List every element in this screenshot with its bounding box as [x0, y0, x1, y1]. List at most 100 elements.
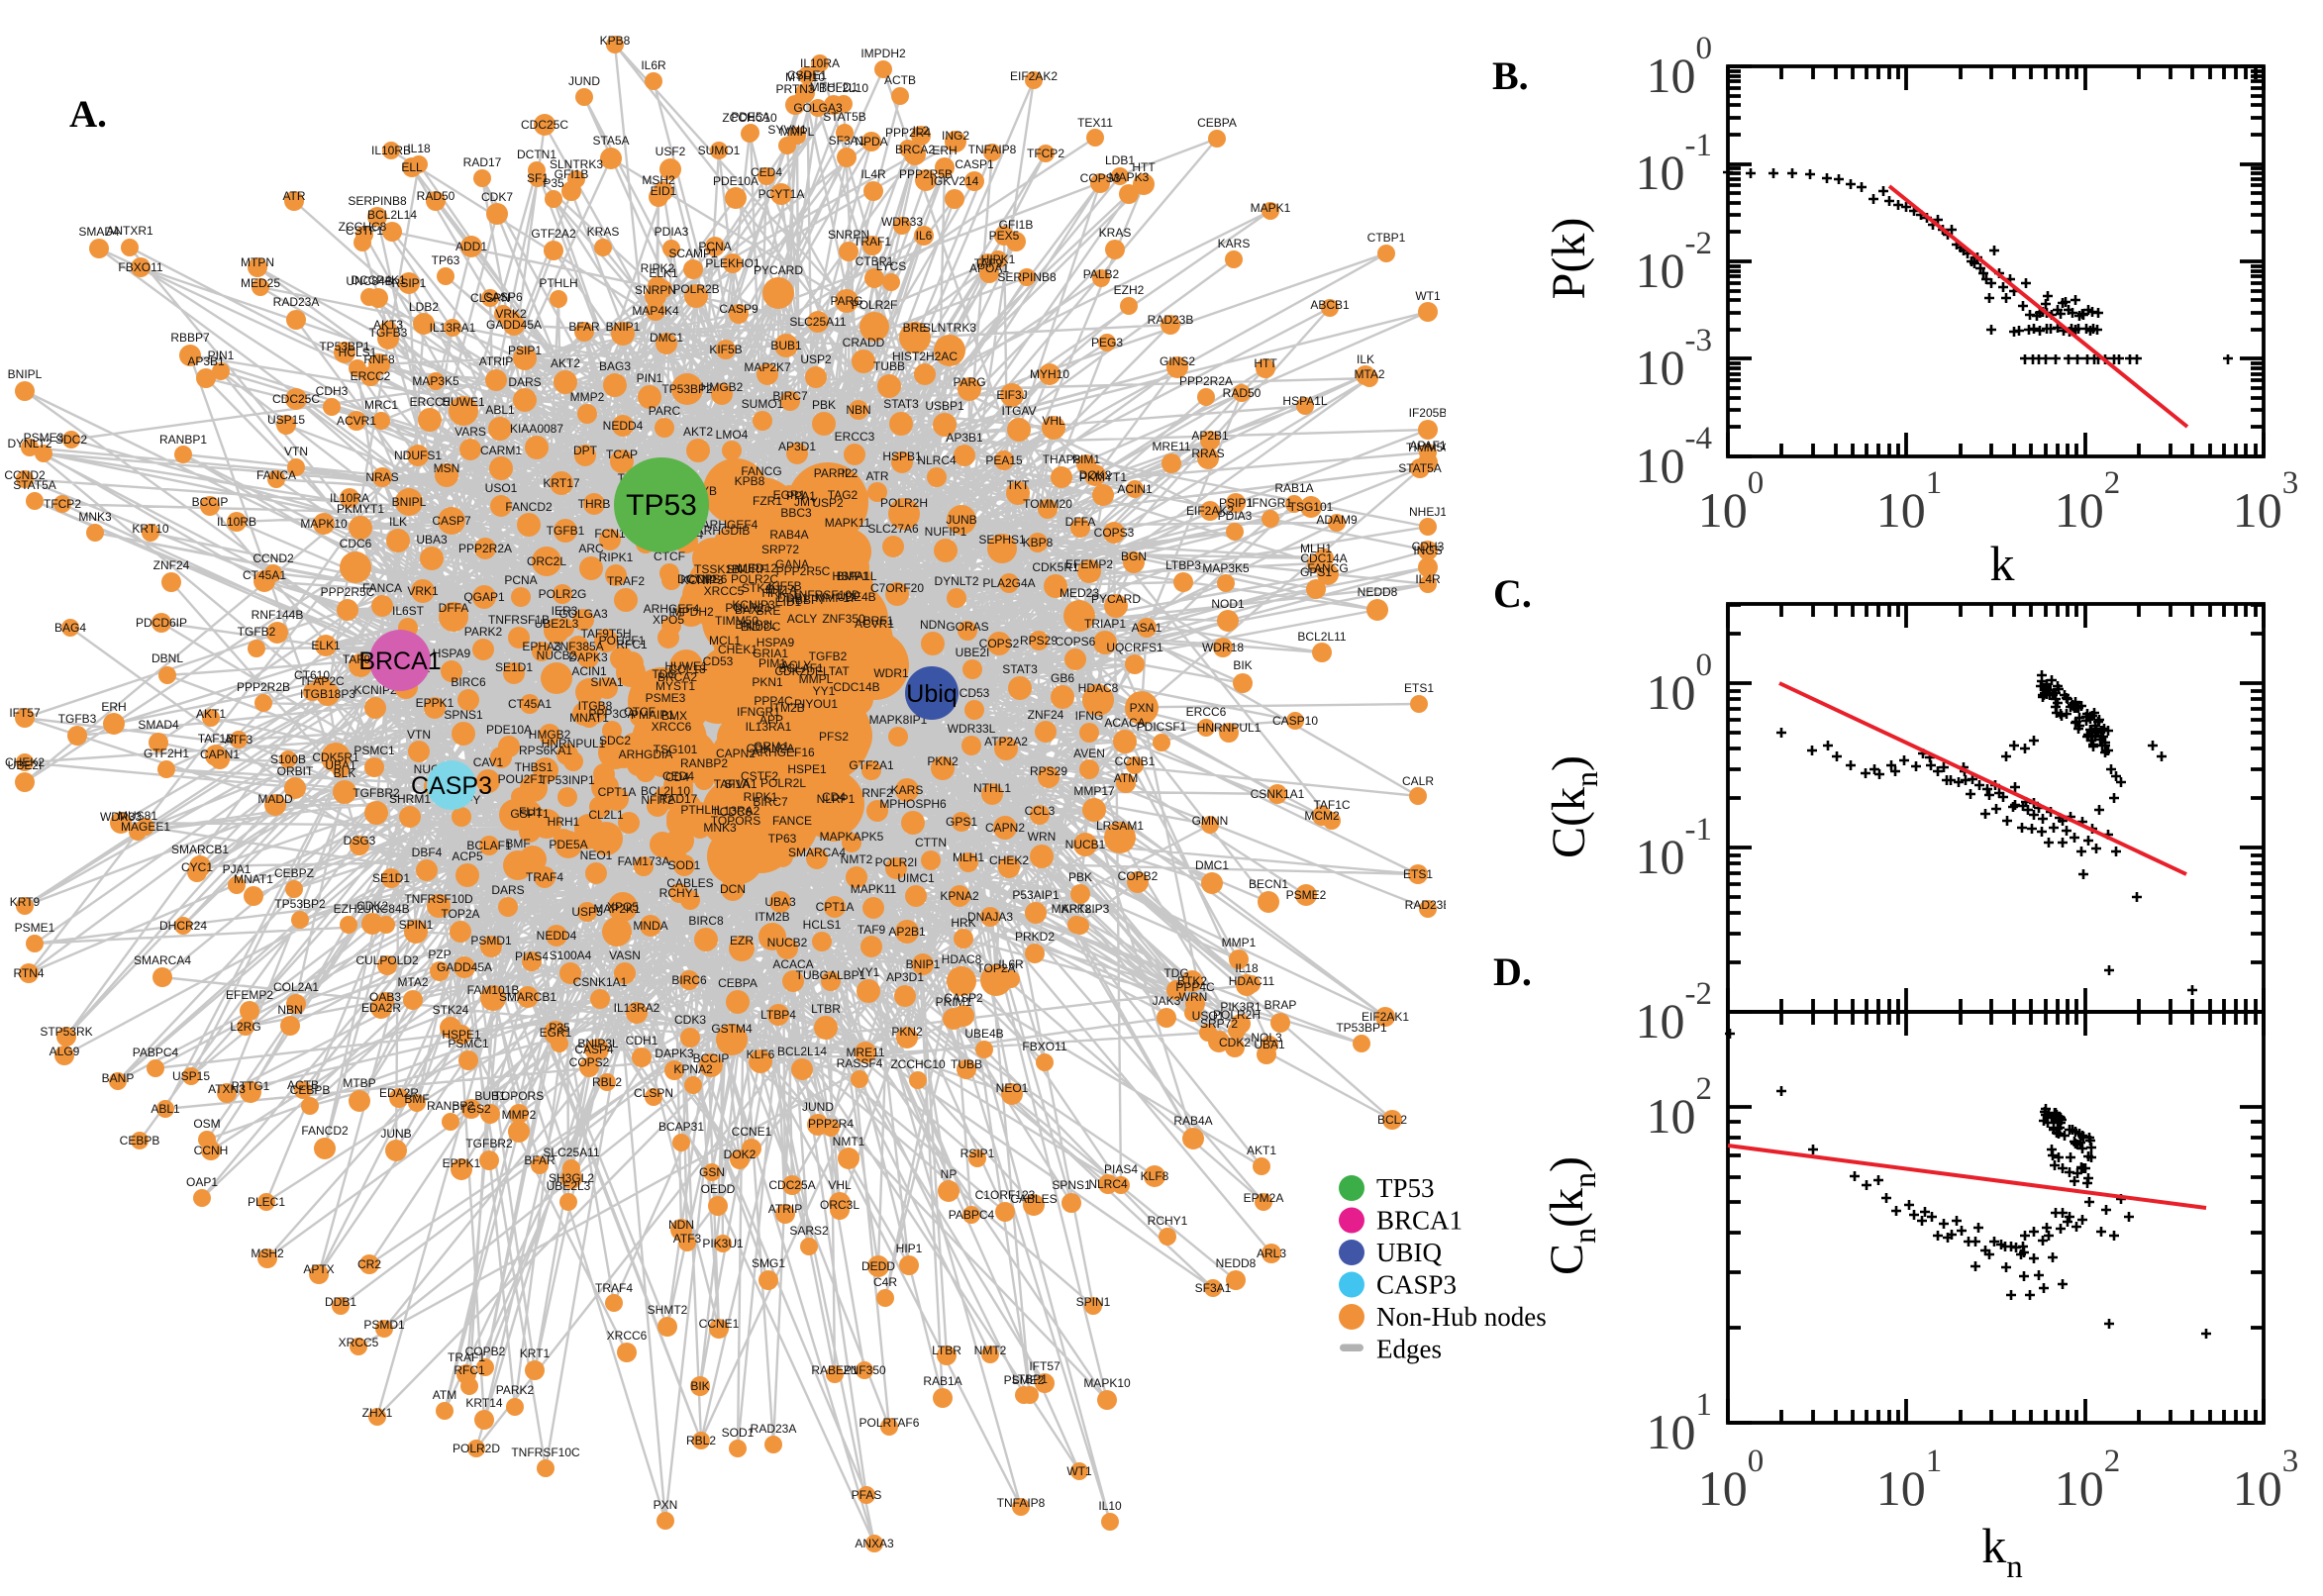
svg-text:MAPK8IP1: MAPK8IP1: [869, 713, 928, 727]
svg-text:HSPE1: HSPE1: [442, 1028, 481, 1042]
svg-text:ORC3L: ORC3L: [820, 1198, 859, 1212]
svg-text:MAPK3: MAPK3: [1109, 170, 1150, 184]
svg-text:Non-Hub nodes: Non-Hub nodes: [1376, 1302, 1547, 1332]
svg-text:UBE2I: UBE2I: [956, 646, 990, 659]
svg-text:RFC1: RFC1: [454, 1363, 485, 1377]
svg-text:ACVR1: ACVR1: [855, 617, 894, 631]
svg-text:APOA1: APOA1: [969, 261, 1009, 275]
svg-text:MLH1: MLH1: [1300, 542, 1332, 555]
svg-text:PSME1: PSME1: [15, 921, 55, 935]
svg-text:SYVN1: SYVN1: [767, 123, 807, 137]
svg-text:MAPK10: MAPK10: [1083, 1376, 1131, 1390]
svg-text:THAP8: THAP8: [1043, 452, 1081, 466]
svg-text:103: 103: [2233, 1444, 2299, 1516]
svg-text:FANCG: FANCG: [1307, 561, 1348, 575]
svg-text:GSTM4: GSTM4: [711, 1022, 753, 1036]
svg-text:LRSAM1: LRSAM1: [1096, 819, 1144, 833]
svg-text:MAP2K1: MAP2K1: [593, 902, 641, 916]
svg-text:SUMO1: SUMO1: [742, 397, 784, 411]
svg-text:IL2: IL2: [913, 124, 930, 138]
svg-text:ARHGEF4: ARHGEF4: [702, 518, 758, 532]
svg-text:CAPN1: CAPN1: [200, 748, 240, 761]
svg-text:GINS2: GINS2: [1160, 354, 1195, 368]
svg-text:PTHLH: PTHLH: [539, 276, 577, 290]
svg-text:ATM: ATM: [1114, 771, 1138, 785]
svg-text:RRAS: RRAS: [1191, 447, 1224, 460]
svg-text:MMP2: MMP2: [570, 390, 605, 404]
svg-text:TGFB1: TGFB1: [547, 524, 585, 538]
svg-text:BIRC8: BIRC8: [688, 914, 724, 928]
svg-text:BRCA1: BRCA1: [1376, 1206, 1463, 1236]
svg-text:DPT: DPT: [573, 444, 598, 457]
svg-text:OSM: OSM: [193, 1117, 220, 1131]
svg-text:AP3D1: AP3D1: [778, 440, 816, 453]
svg-text:IL2: IL2: [842, 466, 858, 480]
svg-text:BCL2L10: BCL2L10: [819, 81, 868, 95]
svg-text:CAV1: CAV1: [473, 755, 504, 769]
svg-text:CT45A1: CT45A1: [243, 568, 286, 582]
svg-text:PSIP1: PSIP1: [1219, 496, 1253, 510]
svg-text:ABL1: ABL1: [485, 403, 515, 417]
svg-text:ZCCHC10: ZCCHC10: [722, 111, 777, 125]
svg-text:CDC25A: CDC25A: [768, 1178, 815, 1192]
svg-text:DNAJA3: DNAJA3: [967, 910, 1013, 924]
svg-text:BUB1: BUB1: [474, 1089, 506, 1103]
svg-text:STA5A: STA5A: [592, 134, 629, 148]
svg-text:MYH10: MYH10: [785, 70, 825, 84]
svg-text:NEO1: NEO1: [996, 1081, 1029, 1095]
svg-text:10-2: 10-2: [1636, 226, 1713, 298]
svg-text:RPS29: RPS29: [1030, 764, 1067, 778]
svg-text:PRKD2: PRKD2: [1015, 930, 1055, 944]
svg-text:CDC25C: CDC25C: [521, 118, 568, 132]
svg-text:MSH2: MSH2: [642, 173, 675, 187]
svg-text:COPB2: COPB2: [465, 1345, 506, 1358]
svg-text:TAF9T5H: TAF9T5H: [580, 627, 631, 641]
svg-text:TRAF4: TRAF4: [595, 1281, 633, 1295]
svg-text:NLRC4: NLRC4: [1088, 1177, 1128, 1191]
svg-text:PPP4C: PPP4C: [1175, 980, 1215, 994]
svg-text:KRT10: KRT10: [132, 522, 168, 536]
svg-text:CCL3: CCL3: [1025, 804, 1056, 818]
svg-text:ATF3: ATF3: [225, 733, 253, 747]
svg-text:CTBP1: CTBP1: [856, 254, 894, 268]
svg-text:UBE4B: UBE4B: [964, 1027, 1003, 1041]
svg-text:DOK2: DOK2: [1079, 468, 1112, 482]
svg-text:KRAS: KRAS: [1099, 226, 1132, 240]
svg-text:USBP1: USBP1: [925, 399, 964, 413]
svg-text:AP3D1: AP3D1: [886, 970, 924, 984]
svg-text:PPP2R5C: PPP2R5C: [321, 585, 375, 599]
svg-text:BMF: BMF: [505, 837, 530, 850]
svg-text:TNFRSF10D: TNFRSF10D: [404, 892, 473, 906]
svg-text:TAG2: TAG2: [828, 488, 858, 502]
svg-text:PARG: PARG: [953, 375, 985, 389]
svg-text:NLRP1: NLRP1: [817, 792, 856, 806]
svg-text:STP53RK: STP53RK: [40, 1025, 92, 1039]
svg-text:NLRC4: NLRC4: [917, 453, 957, 467]
svg-text:MAP2K7: MAP2K7: [744, 360, 791, 374]
svg-text:CDC14A: CDC14A: [1300, 551, 1347, 565]
svg-text:CABLES: CABLES: [1010, 1192, 1057, 1206]
svg-text:CPT1A: CPT1A: [816, 900, 855, 914]
svg-text:STAT5A: STAT5A: [13, 478, 56, 492]
svg-text:100: 100: [1647, 31, 1713, 103]
svg-text:P53AIP1: P53AIP1: [1012, 888, 1060, 902]
svg-text:ERCC2: ERCC2: [351, 369, 391, 383]
svg-text:SF3A1: SF3A1: [1195, 1281, 1232, 1295]
svg-text:Edges: Edges: [1376, 1335, 1442, 1364]
svg-text:SERPINB8: SERPINB8: [997, 270, 1057, 284]
svg-text:ATXN3: ATXN3: [208, 1082, 246, 1096]
svg-text:BCLAF1: BCLAF1: [778, 661, 824, 675]
svg-text:TSSK1B: TSSK1B: [694, 562, 740, 576]
svg-text:HTT: HTT: [1132, 160, 1156, 174]
svg-text:PIK3U1: PIK3U1: [702, 1237, 744, 1250]
svg-text:MAGEE1: MAGEE1: [121, 820, 170, 834]
svg-text:EZH2: EZH2: [1114, 283, 1145, 297]
svg-text:UBIQ: UBIQ: [1376, 1238, 1442, 1267]
svg-text:KRT9: KRT9: [10, 895, 41, 909]
svg-text:IFNG: IFNG: [1075, 709, 1104, 723]
svg-text:SLNTRK3: SLNTRK3: [923, 321, 976, 335]
svg-text:CASP7: CASP7: [432, 514, 471, 528]
svg-text:TRAF1: TRAF1: [448, 1350, 485, 1364]
svg-text:CTCF: CTCF: [654, 549, 685, 563]
svg-text:EZH2: EZH2: [334, 902, 364, 916]
